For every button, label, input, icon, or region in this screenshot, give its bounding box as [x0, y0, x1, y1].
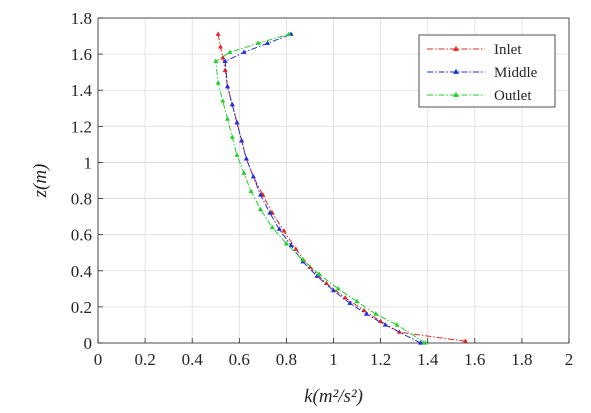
data-point: [267, 210, 273, 215]
data-point: [293, 246, 299, 251]
x-tick-label: 1.6: [464, 350, 485, 369]
legend-box: [418, 34, 556, 108]
legend-marker: [453, 91, 459, 97]
y-tick-label: 0.2: [71, 298, 92, 317]
data-point: [225, 83, 231, 89]
y-tick-label: 0.8: [71, 190, 92, 209]
data-point: [283, 240, 289, 246]
legend-label: Inlet: [494, 42, 522, 58]
legend: Inlet Middle Outlet: [418, 34, 556, 108]
y-axis-label: z(m): [30, 164, 51, 199]
legend-item-inlet: Inlet: [427, 42, 522, 58]
data-point: [286, 31, 292, 36]
x-tick-label: 1.2: [370, 350, 391, 369]
data-point: [288, 242, 294, 248]
legend-label: Outlet: [494, 88, 532, 104]
data-point: [258, 206, 263, 212]
ticks: 0 0.2 0.4 0.6 0.8 1 1.2 1.4 1.6 1.8 2 0 0.2 0.4 0.6 0.8…: [71, 9, 574, 369]
data-point: [241, 49, 247, 54]
data-point: [462, 338, 468, 343]
series-outlet: [213, 31, 428, 345]
data-point: [248, 188, 254, 193]
data-point: [335, 286, 341, 291]
legend-marker: [453, 45, 459, 51]
data-point: [229, 101, 235, 107]
data-point: [316, 271, 322, 277]
series-line-inlet: [217, 34, 466, 342]
data-point: [276, 226, 282, 231]
data-point: [382, 322, 388, 327]
x-tick-label: 2: [565, 350, 574, 369]
legend-label: Middle: [494, 65, 538, 81]
y-tick-label: 1.4: [71, 81, 93, 100]
data-point: [241, 170, 247, 175]
y-tick-label: 1.8: [71, 9, 92, 28]
data-point: [363, 311, 369, 316]
data-point: [265, 40, 271, 45]
data-point: [229, 134, 235, 139]
x-tick-label: 1.4: [417, 350, 439, 369]
data-point: [222, 58, 228, 63]
legend-marker: [453, 68, 459, 74]
x-tick-label: 0.2: [134, 350, 155, 369]
x-tick-label: 0.8: [276, 350, 297, 369]
data-point: [300, 257, 306, 262]
data-point: [250, 174, 256, 179]
x-axis-label: k(m²/s²): [304, 386, 363, 407]
data-point: [215, 31, 221, 36]
series-layer: [213, 31, 468, 345]
x-tick-label: 1: [329, 350, 338, 369]
x-tick-label: 0: [94, 350, 103, 369]
data-point: [422, 340, 428, 345]
data-point: [258, 192, 263, 197]
x-tick-label: 0.4: [182, 350, 204, 369]
data-point: [217, 44, 223, 49]
y-tick-label: 1: [84, 153, 93, 172]
data-point: [418, 340, 424, 345]
legend-item-middle: Middle: [427, 65, 538, 81]
data-point: [255, 40, 261, 45]
data-point: [215, 80, 221, 85]
data-point: [361, 307, 367, 313]
data-point: [227, 49, 233, 54]
y-tick-label: 0.6: [71, 226, 92, 245]
data-point: [347, 300, 353, 305]
data-point: [220, 98, 226, 103]
data-point: [373, 311, 379, 316]
x-tick-label: 1.8: [511, 350, 532, 369]
y-tick-label: 0: [84, 334, 93, 353]
data-point: [394, 322, 400, 327]
data-point: [281, 228, 287, 233]
y-tick-label: 1.6: [71, 45, 92, 64]
data-point: [269, 224, 275, 230]
data-point: [331, 287, 336, 293]
data-point: [234, 152, 240, 157]
x-tick-label: 0.6: [229, 350, 250, 369]
y-tick-label: 1.2: [71, 117, 92, 136]
data-point: [213, 58, 219, 63]
series-middle: [222, 31, 424, 345]
data-point: [354, 298, 360, 304]
data-point: [225, 116, 231, 121]
data-point: [239, 137, 245, 143]
data-point: [243, 156, 249, 161]
y-tick-label: 0.4: [71, 262, 93, 281]
data-point: [234, 119, 240, 125]
legend-item-outlet: Outlet: [427, 88, 532, 104]
